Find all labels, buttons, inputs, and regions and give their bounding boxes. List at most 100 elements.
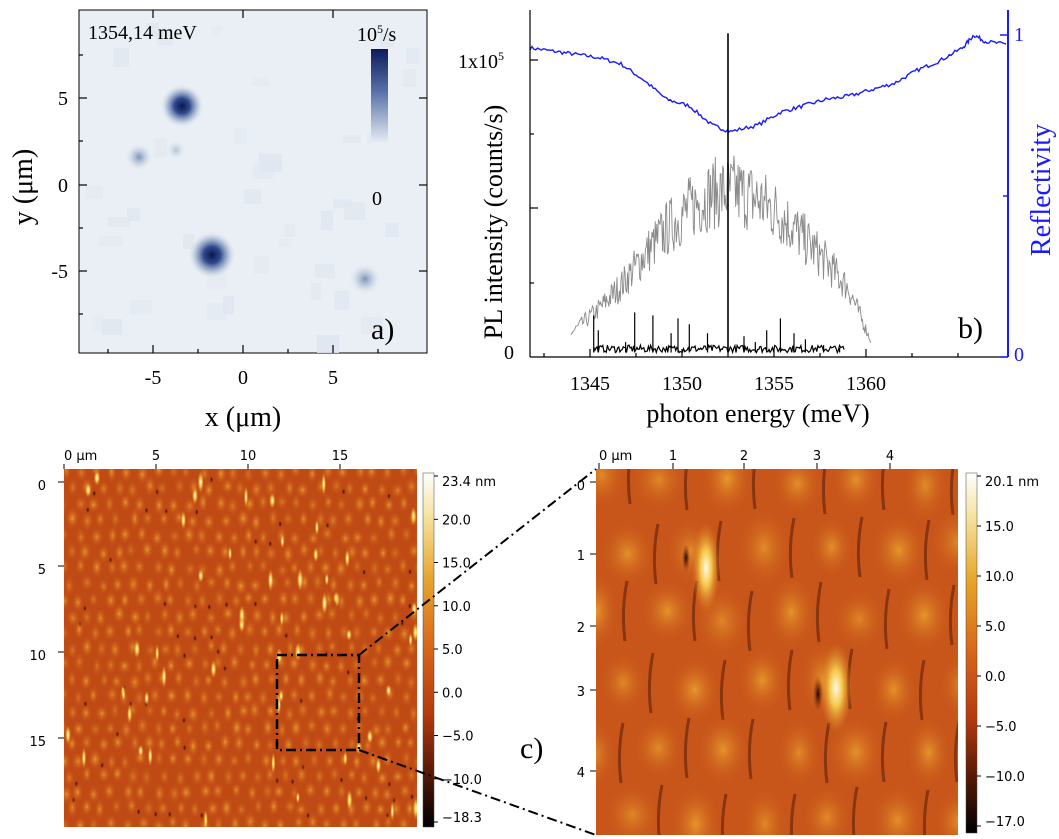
grain: [202, 513, 216, 531]
grain-boundary: [918, 659, 926, 721]
grain: [167, 720, 179, 737]
grain: [669, 782, 723, 835]
grain: [64, 575, 75, 597]
grain: [191, 541, 202, 558]
grain: [251, 736, 262, 754]
grain: [218, 673, 231, 692]
grain: [99, 671, 110, 689]
grain: [127, 672, 142, 693]
grain: [228, 752, 241, 769]
grain: [869, 512, 928, 588]
grain: [72, 592, 84, 613]
grain: [242, 618, 257, 641]
grain: [104, 720, 117, 737]
colorbar-tick-label: 23.4 nm: [442, 475, 496, 490]
grain: [182, 655, 196, 673]
grain-peak: [243, 485, 249, 508]
grain: [246, 656, 259, 674]
panel-b-ytop: 1x105: [458, 49, 504, 73]
grain: [237, 767, 249, 785]
texture-pixel: [361, 317, 383, 334]
grain: [80, 636, 94, 658]
grain: [338, 530, 352, 547]
grain: [260, 656, 273, 674]
grain: [374, 608, 387, 629]
grain-peak: [344, 548, 350, 569]
grain-peak: [271, 752, 276, 775]
grain: [90, 556, 103, 578]
grain: [143, 475, 157, 497]
left-map-ticks: [58, 464, 341, 739]
grain-peak: [366, 729, 374, 745]
grain: [64, 526, 69, 543]
grain: [246, 783, 258, 803]
grain-peak: [346, 628, 352, 641]
grain-peak: [296, 568, 304, 592]
grain: [102, 782, 116, 801]
grain-peak: [280, 533, 285, 549]
left-map-ytick-15: 15: [29, 735, 46, 750]
grain: [133, 749, 147, 766]
grain: [94, 510, 106, 528]
texture-pixel: [321, 211, 333, 230]
grain: [151, 587, 165, 609]
grain: [249, 669, 262, 690]
panel-a-ylabel: y (μm): [8, 149, 39, 225]
grain: [311, 570, 325, 593]
grain: [289, 469, 302, 479]
colorbar-tick-label: 20.0: [442, 513, 471, 528]
texture-pixel: [244, 189, 261, 204]
grain: [144, 576, 156, 595]
texture-pixel: [99, 236, 123, 246]
grain: [412, 469, 417, 481]
grain: [358, 577, 370, 594]
grain: [236, 671, 251, 693]
grain: [118, 525, 132, 544]
grain: [103, 493, 116, 515]
grain: [306, 496, 320, 514]
grain: [326, 702, 341, 720]
grain: [381, 469, 394, 483]
grain: [259, 623, 271, 640]
grain: [381, 561, 394, 578]
grain: [308, 749, 320, 771]
grain: [264, 702, 277, 720]
grain: [97, 765, 111, 784]
left-map-ytick-10: 10: [29, 649, 46, 664]
grain: [314, 702, 329, 722]
grain: [203, 541, 217, 560]
grain: [392, 668, 405, 689]
grain: [320, 525, 335, 542]
grain: [596, 717, 618, 790]
grain: [264, 477, 278, 499]
grain: [220, 477, 235, 495]
grain: [295, 764, 308, 785]
grain: [293, 813, 305, 827]
grain: [299, 732, 312, 754]
grain-peak-bright-2: [820, 642, 852, 734]
grain: [775, 716, 823, 790]
grain: [360, 797, 373, 818]
grain: [120, 469, 133, 483]
grain: [136, 524, 148, 544]
grain: [174, 768, 187, 789]
colorbar-tick-label: −5.0: [985, 720, 1017, 735]
grain-pit: [278, 520, 283, 528]
texture-pixel: [334, 291, 349, 310]
grain-peak: [203, 809, 208, 827]
grain: [233, 576, 248, 596]
grain: [204, 765, 218, 787]
grain-boundary: [720, 793, 728, 835]
grain: [134, 589, 148, 609]
panel-a-ticks: [79, 10, 427, 353]
grain: [381, 624, 395, 642]
grain-pit: [275, 777, 280, 785]
grain-peak: [161, 665, 167, 689]
panel-a: 1354,14 meV 105/s 0 a) 5 0 -5 -5 0 5 x (…: [8, 9, 428, 433]
texture-pixel: [207, 303, 227, 320]
panel-a-xtick-0: 0: [238, 367, 248, 389]
grain: [64, 623, 70, 643]
grain: [276, 561, 289, 580]
panel-b-xtick-1350: 1350: [662, 373, 702, 395]
grain: [251, 767, 264, 787]
